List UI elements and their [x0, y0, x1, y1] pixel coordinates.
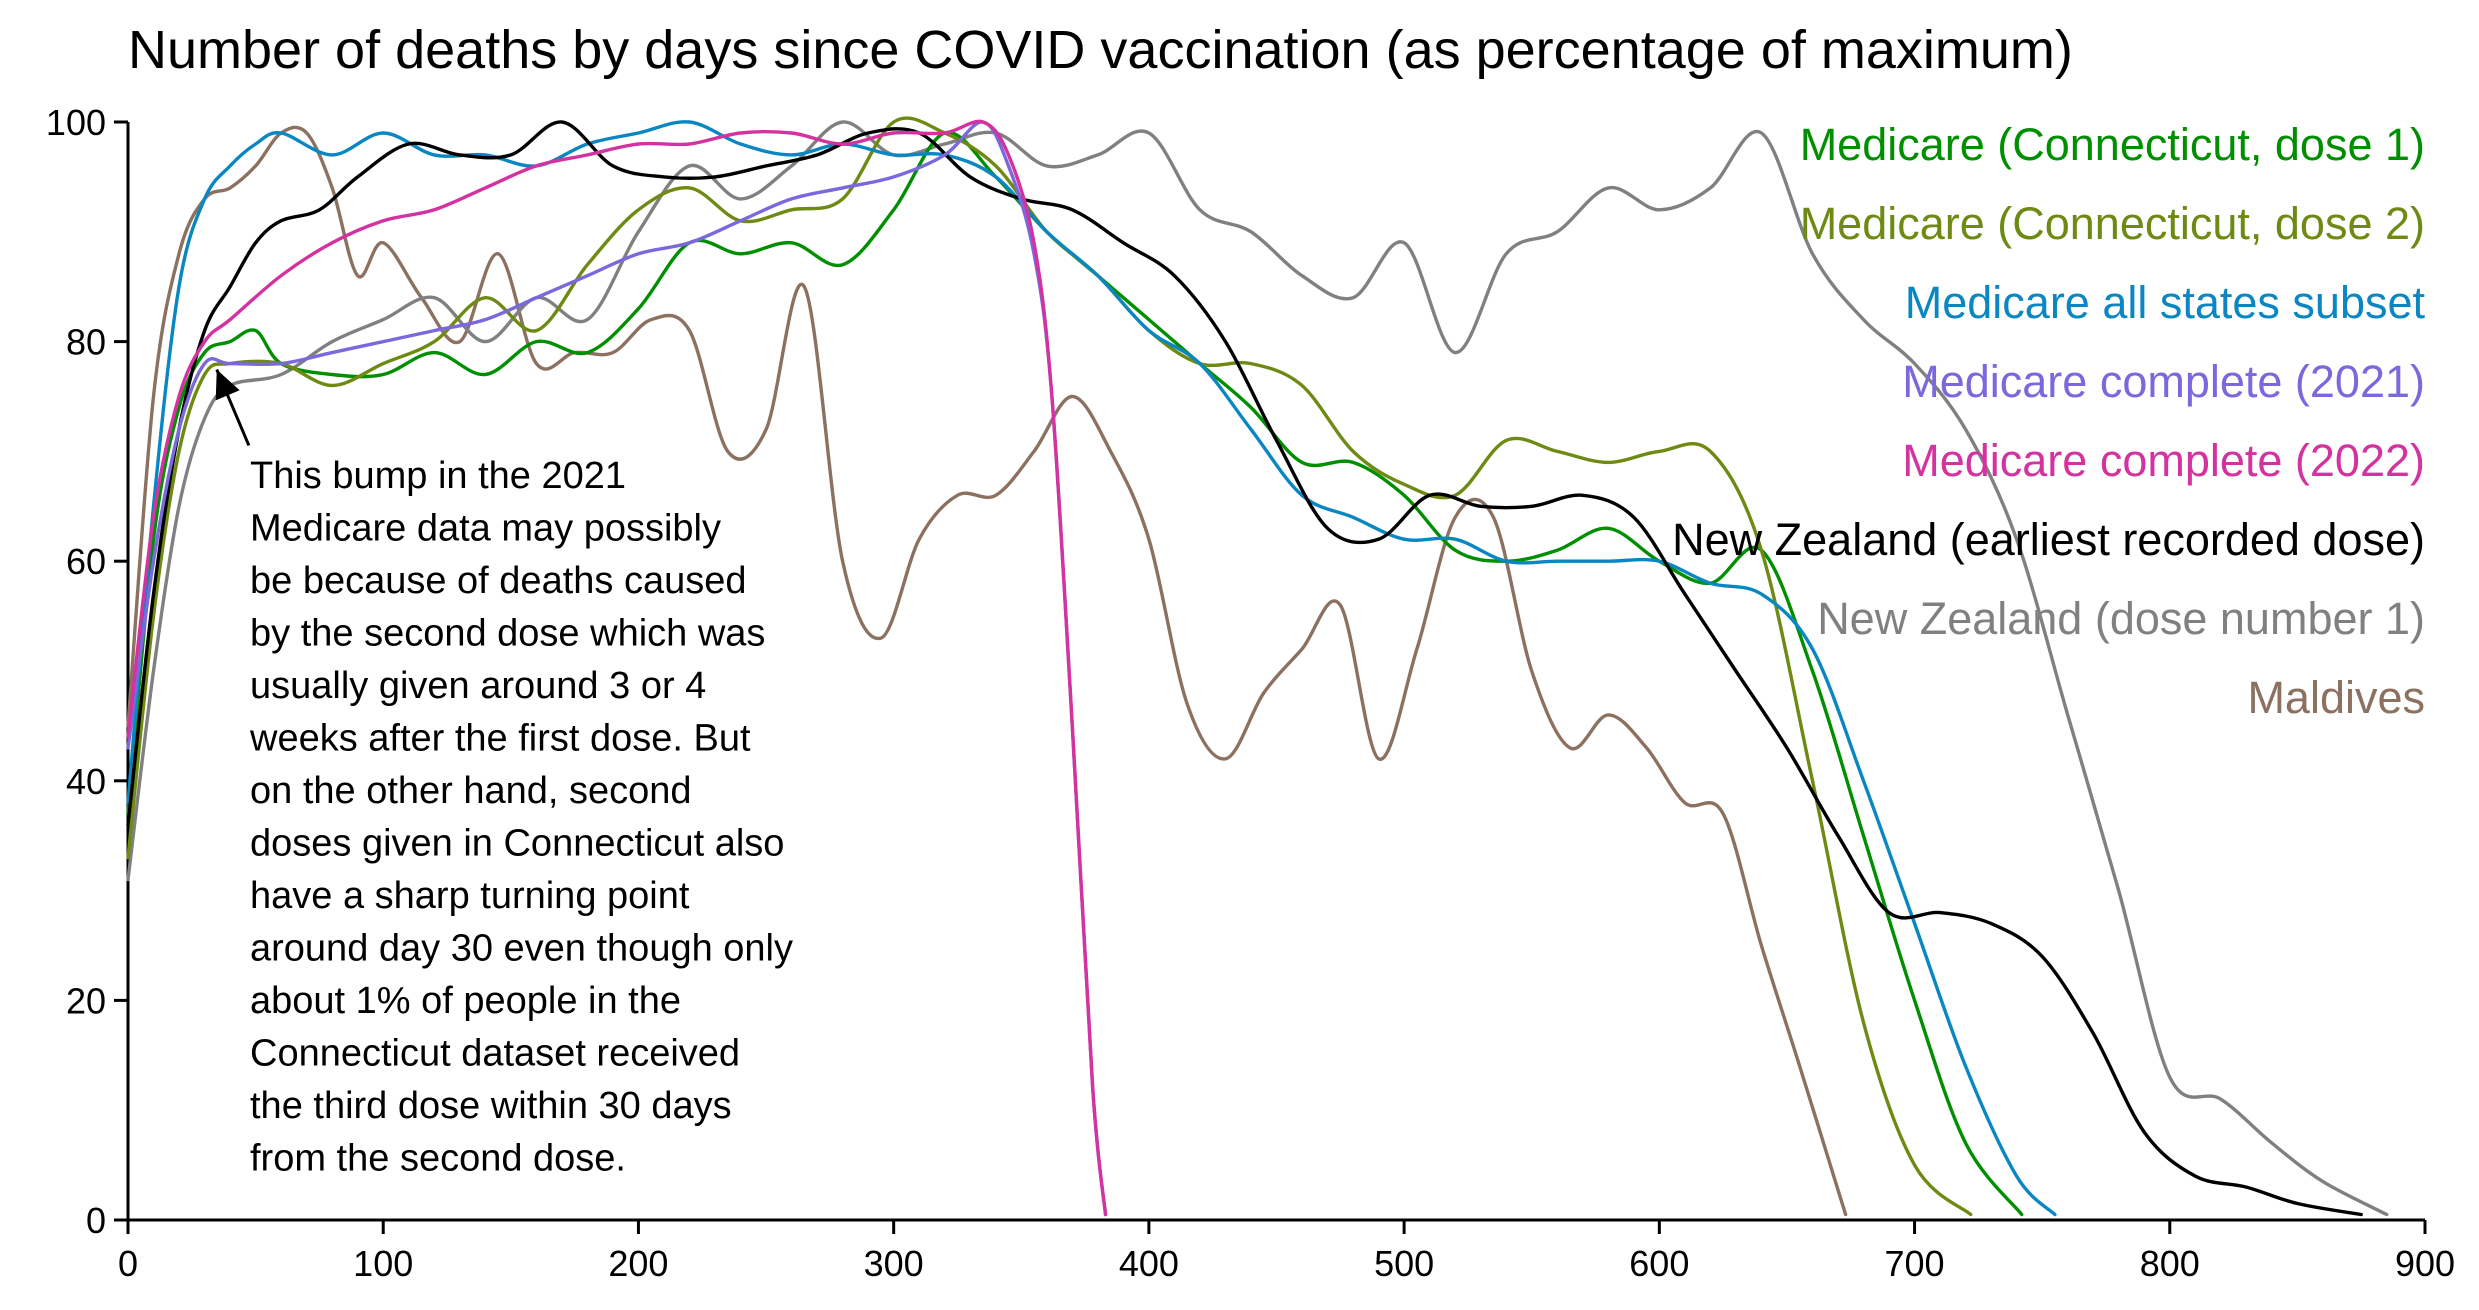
legend-entry: New Zealand (dose number 1)	[1817, 593, 2425, 644]
x-tick-label: 200	[608, 1243, 668, 1284]
y-tick-label: 100	[46, 102, 106, 143]
x-tick-label: 100	[353, 1243, 413, 1284]
y-tick-label: 40	[66, 761, 106, 802]
annotation-text-line: about 1% of people in the	[250, 980, 681, 1022]
y-tick-label: 80	[66, 322, 106, 363]
annotation-text-line: doses given in Connecticut also	[250, 823, 784, 865]
x-tick-label: 900	[2395, 1243, 2455, 1284]
series-line-medicare-all-states-subset	[126, 120, 2057, 1217]
legend-entry: Maldives	[2247, 672, 2425, 723]
series-line-new-zealand-dose-number-1	[126, 120, 2389, 1217]
legend-entry: Medicare (Connecticut, dose 2)	[1800, 198, 2425, 249]
series-line-medicare-connecticut-dose-2	[126, 116, 1973, 1217]
annotation-text-line: the third dose within 30 days	[250, 1085, 732, 1127]
annotation-arrow-head	[215, 369, 240, 401]
annotation-text-line: Connecticut dataset received	[250, 1033, 740, 1075]
y-tick-label: 20	[66, 980, 106, 1021]
annotation-text-line: by the second dose which was	[250, 613, 765, 655]
series-line-new-zealand-earliest-recorded-dose	[126, 120, 2363, 1217]
annotation-text-line: have a sharp turning point	[250, 875, 690, 917]
y-tick-label: 60	[66, 541, 106, 582]
x-tick-label: 500	[1374, 1243, 1434, 1284]
legend-entry: Medicare (Connecticut, dose 1)	[1800, 119, 2425, 170]
series-line-maldives	[126, 125, 1848, 1217]
legend-entry: Medicare complete (2022)	[1902, 435, 2425, 486]
legend-entry: Medicare complete (2021)	[1902, 356, 2425, 407]
annotation: This bump in the 2021 Medicare data may p…	[215, 368, 793, 1180]
series-line-medicare-complete-2022	[126, 119, 1108, 1217]
annotation-text-line: from the second dose.	[250, 1138, 626, 1180]
series-lines	[126, 116, 2389, 1217]
annotation-text-line: weeks after the first dose. But	[249, 718, 751, 760]
axes: 0 100 200 300 400 500 600 700 800 900 0 20 40 60 80 100	[46, 102, 2455, 1284]
x-tick-label: 400	[1119, 1243, 1179, 1284]
chart-title: Number of deaths by days since COVID vac…	[128, 20, 2073, 80]
x-tick-label: 800	[2140, 1243, 2200, 1284]
annotation-text-line: be because of deaths caused	[250, 560, 747, 602]
x-tick-label: 0	[118, 1243, 138, 1284]
legend: Medicare (Connecticut, dose 1) Medicare (…	[1672, 119, 2425, 723]
x-tick-label: 700	[1885, 1243, 1945, 1284]
legend-entry: Medicare all states subset	[1905, 277, 2426, 328]
y-tick-label: 0	[86, 1200, 106, 1241]
annotation-text-line: This bump in the 2021	[250, 455, 626, 497]
x-tick-label: 600	[1629, 1243, 1689, 1284]
annotation-text-line: on the other hand, second	[250, 770, 692, 812]
annotation-text-line: around day 30 even though only	[250, 928, 793, 970]
annotation-text-line: usually given around 3 or 4	[250, 665, 706, 707]
annotation-text-line: Medicare data may possibly	[250, 508, 721, 550]
x-tick-label: 300	[864, 1243, 924, 1284]
legend-entry: New Zealand (earliest recorded dose)	[1672, 514, 2425, 565]
